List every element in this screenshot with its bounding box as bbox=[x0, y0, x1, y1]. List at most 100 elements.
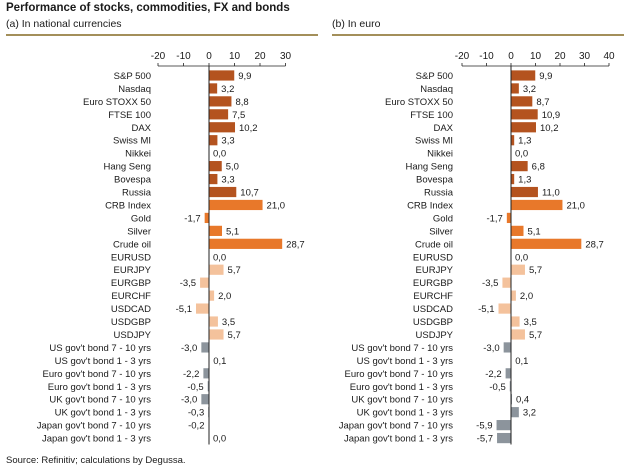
bar bbox=[511, 122, 536, 133]
category-label: US gov't bond 1 - 3 yrs bbox=[357, 356, 454, 367]
category-label: Gold bbox=[131, 213, 151, 224]
bar bbox=[511, 161, 528, 172]
category-label: Euro STOXX 50 bbox=[385, 97, 453, 108]
category-label: Crude oil bbox=[415, 239, 453, 250]
category-label: USDGBP bbox=[413, 317, 453, 328]
value-label: 28,7 bbox=[286, 239, 305, 250]
x-tick-label: -20 bbox=[455, 51, 470, 62]
bar bbox=[505, 368, 511, 379]
bar bbox=[503, 342, 511, 353]
bar bbox=[209, 161, 222, 172]
value-label: 10,2 bbox=[540, 123, 559, 134]
category-label: Euro gov't bond 7 - 10 yrs bbox=[345, 369, 454, 380]
category-label: Silver bbox=[429, 226, 453, 237]
category-label: Euro gov't bond 1 - 3 yrs bbox=[350, 382, 453, 393]
bar bbox=[498, 303, 511, 314]
value-label: 28,7 bbox=[585, 239, 604, 250]
x-tick-label: 0 bbox=[206, 51, 212, 62]
category-label: EURCHF bbox=[413, 291, 453, 302]
category-label: FTSE 100 bbox=[410, 110, 453, 121]
bar bbox=[511, 96, 533, 107]
category-label: DAX bbox=[433, 123, 453, 134]
bar bbox=[511, 70, 536, 81]
bar bbox=[201, 394, 209, 405]
bar bbox=[209, 238, 283, 249]
value-label: 0,0 bbox=[213, 252, 226, 263]
bar bbox=[511, 290, 516, 301]
category-label: EURUSD bbox=[413, 252, 453, 263]
x-tick-label: 10 bbox=[530, 51, 542, 62]
category-label: Swiss MI bbox=[415, 136, 453, 147]
bar bbox=[201, 342, 209, 353]
bar bbox=[511, 316, 520, 327]
value-label: 5,1 bbox=[226, 226, 239, 237]
category-label: Bovespa bbox=[114, 175, 152, 186]
category-label: Japan gov't bond 7 - 10 yrs bbox=[37, 421, 152, 432]
category-label: USDCAD bbox=[111, 304, 151, 315]
category-label: CRB Index bbox=[407, 200, 453, 211]
value-label: 8,7 bbox=[536, 97, 549, 108]
x-tick-label: -20 bbox=[151, 51, 166, 62]
bar bbox=[209, 290, 215, 301]
panel-title-national: (a) In national currencies bbox=[6, 18, 122, 30]
value-label: 5,7 bbox=[529, 265, 542, 276]
bar bbox=[204, 212, 209, 224]
bar bbox=[496, 420, 511, 431]
value-label: 5,7 bbox=[228, 265, 241, 276]
bar bbox=[511, 238, 582, 249]
value-label: 2,0 bbox=[218, 291, 231, 302]
value-label: -2,2 bbox=[183, 369, 199, 380]
x-tick-label: 20 bbox=[554, 51, 566, 62]
x-tick-label: 40 bbox=[603, 51, 615, 62]
value-label: 6,8 bbox=[532, 162, 545, 173]
bar bbox=[209, 264, 224, 275]
category-label: CRB Index bbox=[105, 200, 151, 211]
category-label: Hang Seng bbox=[103, 162, 151, 173]
bar bbox=[511, 186, 538, 198]
bar bbox=[209, 225, 223, 236]
x-tick-label: 20 bbox=[254, 51, 266, 62]
category-label: Hang Seng bbox=[405, 162, 453, 173]
category-label: Crude oil bbox=[113, 239, 151, 250]
value-label: -2,2 bbox=[485, 369, 501, 380]
category-label: Bovespa bbox=[416, 175, 454, 186]
value-label: 5,7 bbox=[529, 330, 542, 341]
category-label: EURGBP bbox=[111, 278, 151, 289]
value-label: 0,1 bbox=[515, 356, 528, 367]
category-label: EURGBP bbox=[413, 278, 453, 289]
category-label: USDJPY bbox=[416, 330, 454, 341]
category-label: EURJPY bbox=[416, 265, 454, 276]
category-label: Japan gov't bond 1 - 3 yrs bbox=[42, 434, 151, 445]
value-label: 7,5 bbox=[232, 110, 245, 121]
chart-panel-euro: -20 -10 0 10 20 30 40 S&P 500 9,9 Nasdaq 3,2 Euro S… bbox=[339, 51, 615, 445]
value-label: 3,3 bbox=[221, 136, 234, 147]
value-label: -5,1 bbox=[176, 304, 192, 315]
bar bbox=[509, 381, 511, 392]
source-note: Source: Refinitiv; calculations by Degus… bbox=[6, 455, 186, 466]
x-tick-label: -10 bbox=[479, 51, 494, 62]
category-label: Gold bbox=[433, 213, 453, 224]
chart-panel-national: -20 -10 0 10 20 30 S&P 500 9,9 Nasdaq 3,2 Euro STO… bbox=[37, 51, 305, 445]
value-label: 3,2 bbox=[221, 84, 234, 95]
x-tick-label: 0 bbox=[508, 51, 514, 62]
value-label: -1,7 bbox=[486, 213, 502, 224]
value-label: 5,1 bbox=[527, 226, 540, 237]
category-label: Nikkei bbox=[427, 149, 453, 160]
x-tick-label: -10 bbox=[176, 51, 191, 62]
value-label: 0,0 bbox=[515, 252, 528, 263]
value-label: -5,9 bbox=[476, 421, 492, 432]
value-label: 0,0 bbox=[213, 149, 226, 160]
value-label: 21,0 bbox=[566, 200, 585, 211]
category-label: USDCAD bbox=[413, 304, 453, 315]
category-label: Russia bbox=[122, 188, 152, 199]
bar bbox=[209, 316, 218, 327]
value-label: 5,7 bbox=[228, 330, 241, 341]
category-label: Russia bbox=[424, 188, 454, 199]
category-label: Nasdaq bbox=[420, 84, 453, 95]
bar bbox=[511, 109, 538, 120]
category-label: USDGBP bbox=[111, 317, 151, 328]
bar bbox=[209, 109, 229, 120]
category-label: EURUSD bbox=[111, 252, 151, 263]
category-label: Euro STOXX 50 bbox=[83, 97, 151, 108]
panel-title-euro: (b) In euro bbox=[332, 18, 381, 30]
